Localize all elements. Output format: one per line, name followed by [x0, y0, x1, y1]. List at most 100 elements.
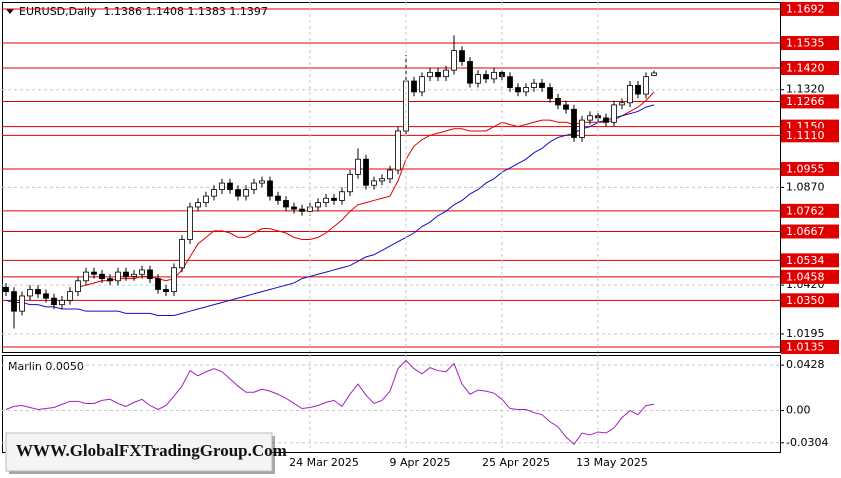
candle-body [587, 115, 593, 121]
y-tick-label: 1.0870 [786, 180, 825, 193]
chart-title: EURUSD,Daily 1.1386 1.1408 1.1383 1.1397 [19, 5, 268, 18]
level-label-box [781, 293, 839, 308]
candle-body [627, 84, 633, 104]
candle-body [507, 76, 513, 88]
candle-body [131, 273, 137, 277]
moving-average-line [5, 104, 655, 317]
candle-body [611, 104, 617, 123]
candle-body [459, 50, 465, 62]
indicator-panel [2, 355, 781, 453]
candle-body [27, 289, 33, 297]
candle-body [43, 293, 49, 299]
candle-body [219, 182, 225, 190]
level-label-box [781, 269, 839, 284]
candle-body [19, 295, 25, 312]
candle-body [99, 273, 105, 280]
candle-body [203, 195, 209, 204]
candle-body [643, 76, 649, 95]
indicator-line [5, 359, 655, 446]
candle-body [531, 82, 537, 88]
candle-body [211, 189, 217, 197]
candle-body [299, 208, 305, 212]
candle-body [243, 189, 249, 197]
candle-body [387, 169, 393, 180]
level-label-box [781, 224, 839, 239]
y-tick-label: 0.00 [786, 404, 811, 417]
level-label-box [781, 253, 839, 268]
candle-body [571, 108, 577, 138]
x-tick-label: 9 Apr 2025 [389, 456, 450, 469]
level-label-box [781, 94, 839, 109]
level-label: 1.0955 [786, 162, 825, 175]
candle-body [179, 239, 185, 269]
candle-body [435, 71, 441, 78]
candle-body [259, 180, 265, 184]
level-label-box [781, 203, 839, 218]
candle-body [395, 130, 401, 171]
level-label-box [781, 1, 839, 16]
candle-body [35, 289, 41, 295]
candle-body [355, 158, 361, 175]
candle-body [563, 104, 569, 110]
candle-body [539, 82, 545, 88]
level-label-box [781, 340, 839, 355]
level-label: 1.0667 [786, 225, 825, 238]
candle-body [123, 271, 129, 277]
candle-body [107, 278, 113, 282]
candle-body [323, 197, 329, 204]
level-label: 1.1266 [786, 95, 825, 108]
candle-body [11, 291, 17, 312]
candle-body [83, 271, 89, 282]
candle-body [483, 74, 489, 80]
candle-body [51, 297, 57, 306]
candle-body [515, 87, 521, 93]
x-tick-label: 24 Mar 2025 [289, 456, 359, 469]
candle-body [227, 182, 233, 190]
candle-body [163, 289, 169, 293]
candle-body [115, 271, 121, 282]
candle-body [491, 71, 497, 80]
candle-body [475, 74, 481, 84]
candle-body [147, 269, 153, 280]
marks: 1.13201.08701.04201.01951.16921.15351.14… [2, 1, 839, 469]
candle-body [251, 182, 257, 190]
candle-body [171, 267, 177, 293]
candle-body [235, 189, 241, 197]
watermark: WWW.GlobalFXTradingGroup.Com [5, 432, 287, 474]
candle-body [635, 84, 641, 95]
candle-body [59, 299, 65, 306]
candle-body [331, 197, 337, 201]
candle-body [427, 71, 433, 78]
y-tick-label: 1.0195 [786, 327, 825, 340]
candle-body [451, 50, 457, 71]
candle-body [339, 191, 345, 201]
title-arrow [6, 9, 14, 14]
candle-body [603, 117, 609, 123]
y-tick-label: -0.0304 [786, 436, 828, 449]
candle-body [291, 206, 297, 210]
level-label: 1.1692 [786, 2, 825, 15]
candle-body [443, 69, 449, 78]
candle-body [155, 278, 161, 290]
level-label: 1.0762 [786, 204, 825, 217]
candle-body [187, 206, 193, 240]
candle-body [267, 180, 273, 197]
candle-body [555, 98, 561, 106]
candle-body [67, 291, 73, 301]
candle-body [371, 180, 377, 186]
level-label: 1.1110 [786, 129, 825, 142]
x-tick-label: 13 May 2025 [576, 456, 648, 469]
candle-body [75, 280, 81, 293]
level-label: 1.1420 [786, 62, 825, 75]
candle-body [419, 76, 425, 93]
level-label-box [781, 36, 839, 51]
watermark-text: WWW.GlobalFXTradingGroup.Com [16, 441, 287, 460]
level-label: 1.0534 [786, 254, 825, 267]
candle-body [275, 195, 281, 201]
level-label: 1.0135 [786, 341, 825, 354]
candle-body [651, 72, 657, 76]
candle-body [379, 178, 385, 182]
level-label-box [781, 128, 839, 143]
